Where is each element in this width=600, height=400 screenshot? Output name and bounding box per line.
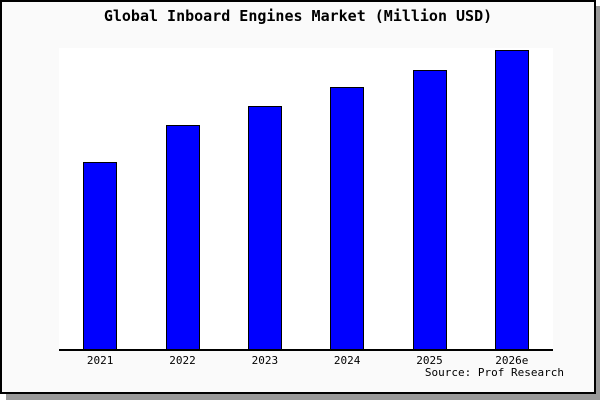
x-axis-label: 2022: [169, 354, 196, 367]
x-axis-label: 2023: [251, 354, 279, 367]
bar-2021: [83, 162, 118, 349]
x-axis-label: 2024: [333, 354, 361, 367]
plot-area: [59, 48, 553, 351]
x-axis-label: 2021: [86, 354, 114, 367]
source-label: Source: Prof Research: [424, 366, 564, 379]
x-axis-label: 2025: [416, 354, 443, 367]
chart-window: Global Inboard Engines Market (Million U…: [0, 0, 596, 394]
bar-2024: [330, 87, 365, 349]
chart-title: Global Inboard Engines Market (Million U…: [103, 7, 493, 25]
bar-2023: [247, 105, 282, 349]
bar-2025: [412, 69, 447, 349]
bar-2022: [165, 124, 200, 349]
bar-2026e: [494, 50, 529, 349]
x-axis-label: 2026e: [495, 354, 529, 367]
